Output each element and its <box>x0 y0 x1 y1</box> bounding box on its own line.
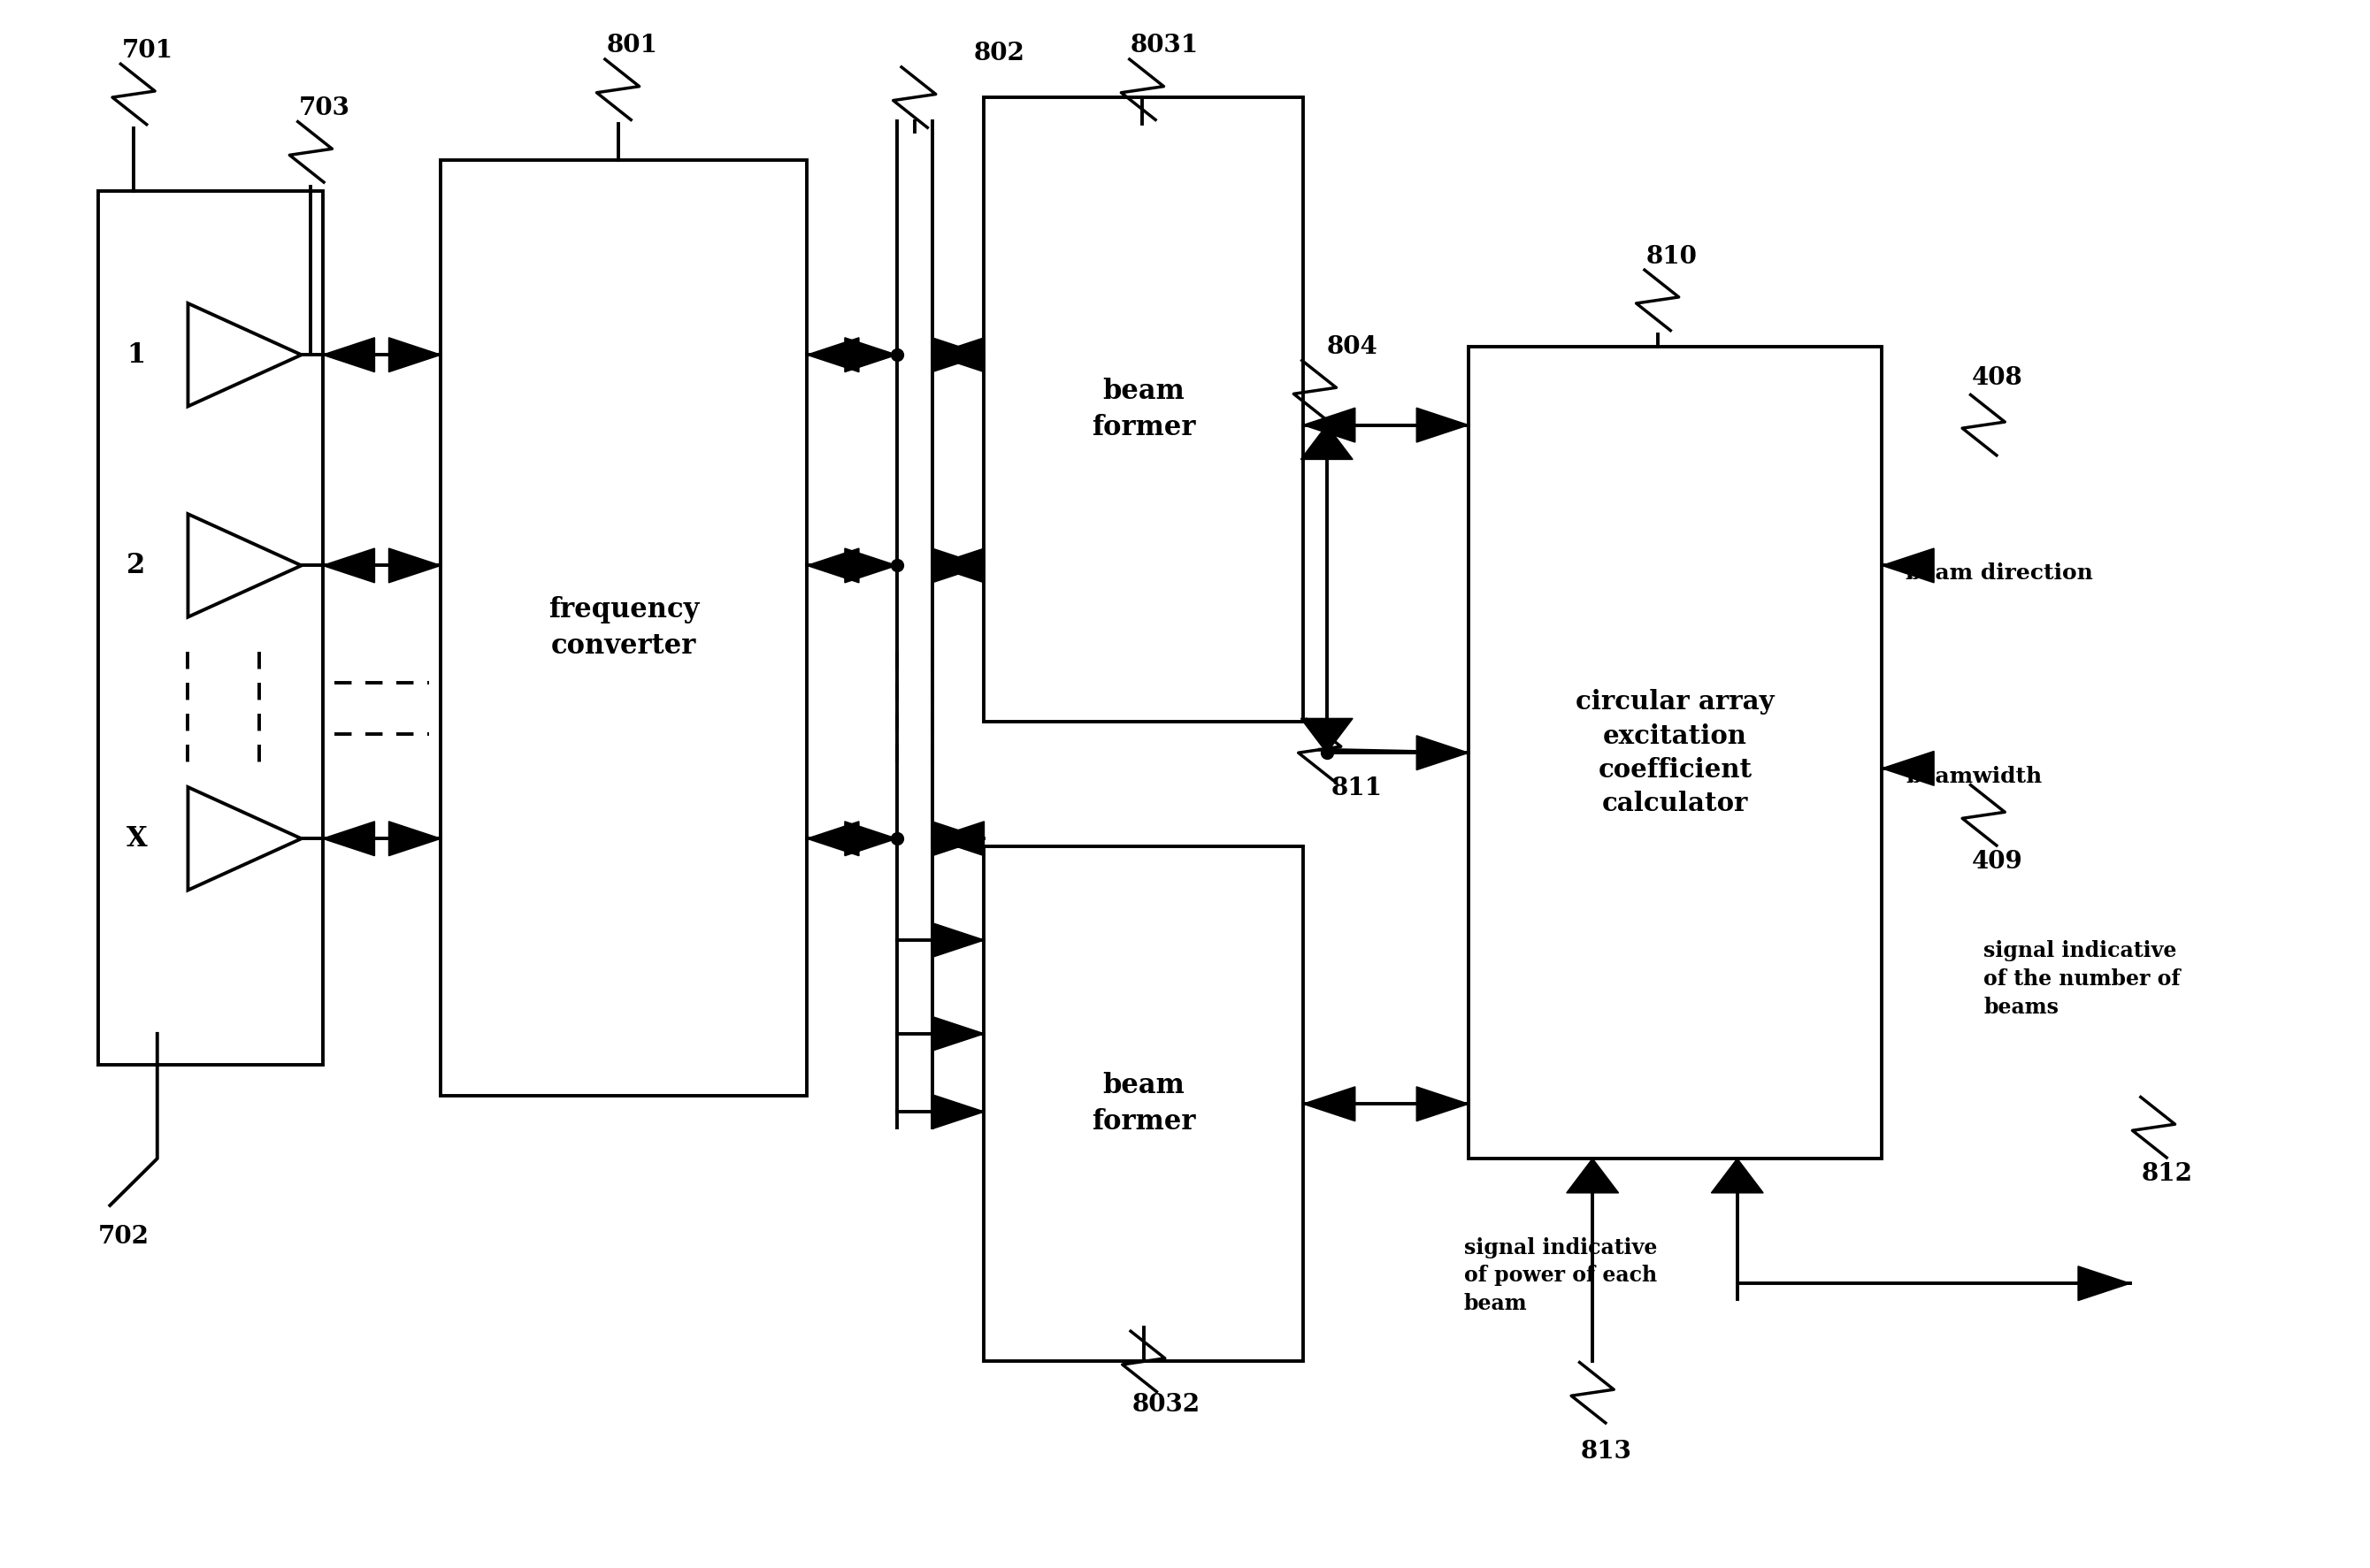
Text: 702: 702 <box>97 1225 149 1248</box>
Polygon shape <box>931 924 984 956</box>
Polygon shape <box>2078 1267 2131 1300</box>
Polygon shape <box>1304 408 1356 442</box>
Polygon shape <box>389 822 441 856</box>
Polygon shape <box>844 337 896 372</box>
Text: 811: 811 <box>1332 776 1382 801</box>
Text: signal indicative
of the number of
beams: signal indicative of the number of beams <box>1984 941 2180 1018</box>
Text: 2: 2 <box>126 552 145 579</box>
Polygon shape <box>322 337 374 372</box>
Bar <box>984 847 1304 1361</box>
Text: beam
former: beam former <box>1093 378 1194 441</box>
Polygon shape <box>389 549 441 583</box>
Polygon shape <box>1711 1159 1763 1193</box>
Text: 408: 408 <box>1972 367 2024 390</box>
Text: 813: 813 <box>1581 1439 1633 1465</box>
Text: 701: 701 <box>121 39 173 63</box>
Polygon shape <box>806 337 858 372</box>
Text: 810: 810 <box>1645 245 1697 268</box>
Text: beamwidth: beamwidth <box>1905 765 2043 787</box>
Text: 703: 703 <box>299 96 351 121</box>
Text: signal indicative
of power of each
beam: signal indicative of power of each beam <box>1465 1237 1657 1314</box>
Text: circular array
excitation
coefficient
calculator: circular array excitation coefficient ca… <box>1576 690 1775 817</box>
Text: 812: 812 <box>2142 1162 2192 1185</box>
Text: beam
former: beam former <box>1093 1073 1194 1135</box>
Bar <box>97 191 322 1065</box>
Text: 8031: 8031 <box>1130 34 1199 58</box>
Polygon shape <box>931 822 984 856</box>
Bar <box>1469 347 1882 1159</box>
Polygon shape <box>1417 408 1469 442</box>
Polygon shape <box>931 337 984 372</box>
Polygon shape <box>844 822 896 856</box>
Polygon shape <box>1301 718 1353 753</box>
Text: 1: 1 <box>126 342 145 368</box>
Bar <box>441 160 806 1096</box>
Polygon shape <box>844 549 896 583</box>
Polygon shape <box>1567 1159 1619 1193</box>
Polygon shape <box>806 822 858 856</box>
Polygon shape <box>931 337 984 372</box>
Text: beam direction: beam direction <box>1905 563 2093 583</box>
Polygon shape <box>806 549 858 583</box>
Text: frequency
converter: frequency converter <box>547 596 699 660</box>
Text: 802: 802 <box>974 42 1024 66</box>
Text: 409: 409 <box>1972 850 2024 873</box>
Bar <box>984 97 1304 721</box>
Polygon shape <box>1304 1087 1356 1121</box>
Polygon shape <box>931 549 984 583</box>
Polygon shape <box>1417 1087 1469 1121</box>
Polygon shape <box>931 549 984 583</box>
Text: 8032: 8032 <box>1133 1394 1199 1417</box>
Polygon shape <box>1417 735 1469 770</box>
Polygon shape <box>931 822 984 856</box>
Polygon shape <box>931 1016 984 1051</box>
Text: X: X <box>126 825 147 853</box>
Polygon shape <box>1882 751 1934 786</box>
Polygon shape <box>322 549 374 583</box>
Polygon shape <box>1301 425 1353 459</box>
Text: 801: 801 <box>607 34 656 58</box>
Polygon shape <box>1882 549 1934 583</box>
Polygon shape <box>322 822 374 856</box>
Text: 804: 804 <box>1327 336 1377 359</box>
Polygon shape <box>931 1094 984 1129</box>
Polygon shape <box>389 337 441 372</box>
